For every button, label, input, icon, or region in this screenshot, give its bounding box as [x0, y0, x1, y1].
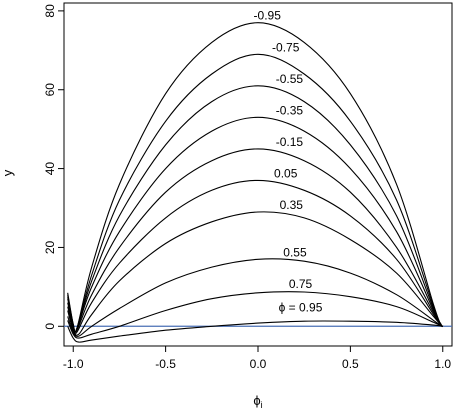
curve-line	[67, 53, 444, 333]
curve-label: ϕ = 0.95	[279, 300, 323, 314]
curve-labels: -0.95 -0.75 -0.55 -0.35 -0.15 0.05 0.35 0.55 0.7…	[254, 9, 323, 315]
y-tick-label: 20	[43, 240, 57, 254]
y-axis: 0 20 40 60 80	[43, 4, 64, 330]
curve-label: 0.05	[274, 166, 298, 180]
curve-line	[67, 291, 443, 339]
curve-line	[67, 148, 444, 334]
curve-line	[67, 320, 443, 343]
curve-line	[67, 22, 444, 334]
curve-line	[67, 85, 444, 333]
y-tick-label: 0	[43, 323, 57, 330]
curves	[67, 22, 444, 343]
curve-label: 0.55	[283, 245, 307, 259]
curve-label: -0.95	[254, 9, 282, 23]
curve-line	[67, 116, 444, 333]
curve-label: -0.75	[272, 40, 300, 54]
x-axis-label-main: ϕ	[253, 393, 260, 408]
curve-line	[67, 211, 444, 336]
curve-label: -0.35	[276, 103, 304, 117]
x-tick-label: 0.5	[342, 357, 359, 371]
x-axis-label: ϕi	[253, 393, 262, 410]
y-tick-label: 80	[43, 4, 57, 18]
curve-label: 0.75	[289, 277, 313, 291]
curve-label: -0.15	[276, 135, 304, 149]
y-axis-label: y	[0, 169, 15, 176]
curve-label: 0.35	[280, 198, 304, 212]
curve-line	[67, 258, 443, 337]
x-axis: -1.0 -0.5 0.0 0.5 1.0	[63, 346, 451, 371]
x-tick-label: -1.0	[63, 357, 84, 371]
y-tick-label: 40	[43, 162, 57, 176]
x-tick-label: 0.0	[250, 357, 267, 371]
curve-line	[67, 179, 444, 335]
curve-label: -0.55	[276, 72, 304, 86]
x-tick-label: -0.5	[155, 357, 176, 371]
y-tick-label: 60	[43, 83, 57, 97]
x-axis-label-subscript: i	[261, 400, 263, 410]
x-tick-label: 1.0	[434, 357, 451, 371]
